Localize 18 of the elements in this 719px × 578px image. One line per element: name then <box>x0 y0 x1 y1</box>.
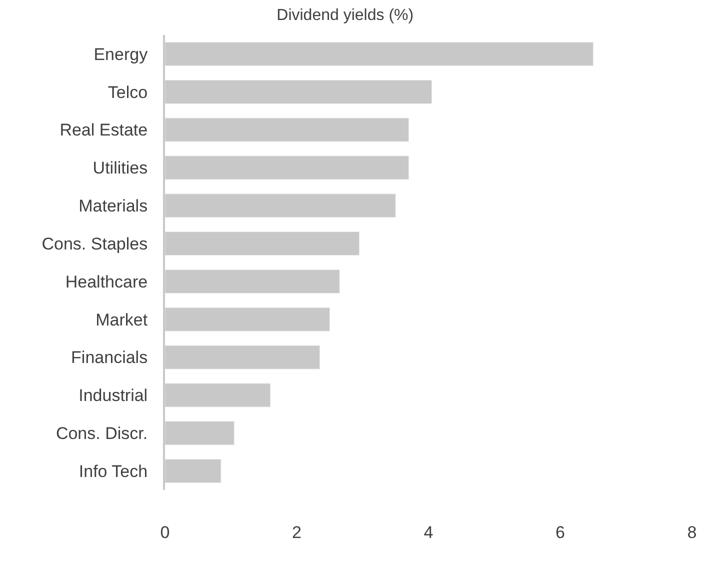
chart-title: Dividend yields (%) <box>276 6 414 24</box>
x-tick-label: 2 <box>292 523 302 542</box>
y-tick-label: Industrial <box>78 386 148 406</box>
x-tick-label: 6 <box>556 523 565 542</box>
y-tick-label: Healthcare <box>65 272 148 292</box>
y-tick-label: Market <box>96 310 148 330</box>
y-tick-label: Financials <box>71 348 148 368</box>
x-tick-label: 4 <box>424 523 434 542</box>
y-tick-label: Cons. Staples <box>42 234 148 254</box>
x-tick-label: 8 <box>687 523 697 542</box>
y-tick-label: Cons. Discr. <box>56 424 148 444</box>
y-tick-label: Real Estate <box>60 120 148 140</box>
y-tick-label: Telco <box>108 82 148 102</box>
y-tick-label: Energy <box>94 44 148 64</box>
x-tick-label: 0 <box>160 523 170 542</box>
y-tick-label: Materials <box>78 196 148 216</box>
y-tick-label: Info Tech <box>78 462 148 481</box>
y-tick-label: Utilities <box>92 158 148 178</box>
